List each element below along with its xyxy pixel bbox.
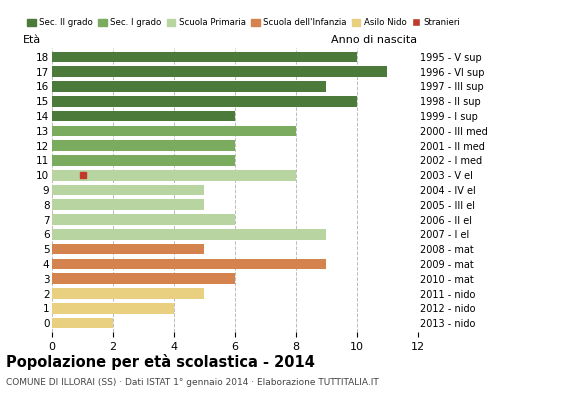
Text: Popolazione per età scolastica - 2014: Popolazione per età scolastica - 2014 [6,354,315,370]
Bar [52,318,113,328]
Bar [52,288,204,299]
Bar [52,200,204,210]
Text: Età: Età [23,35,41,45]
Bar [52,81,326,92]
Bar [52,170,296,180]
Bar [52,244,204,254]
Bar [52,52,357,62]
Bar [52,274,235,284]
Bar [52,66,387,77]
Bar [52,140,235,151]
Bar [52,111,235,121]
Legend: Sec. II grado, Sec. I grado, Scuola Primaria, Scuola dell'Infanzia, Asilo Nido, : Sec. II grado, Sec. I grado, Scuola Prim… [27,18,461,27]
Bar [52,303,174,314]
Bar [52,126,296,136]
Bar [52,229,326,240]
Bar [52,259,326,269]
Bar [52,185,204,195]
Bar [52,96,357,106]
Text: COMUNE DI ILLORAI (SS) · Dati ISTAT 1° gennaio 2014 · Elaborazione TUTTITALIA.IT: COMUNE DI ILLORAI (SS) · Dati ISTAT 1° g… [6,378,379,387]
Text: Anno di nascita: Anno di nascita [332,35,418,45]
Bar [52,214,235,225]
Bar [52,155,235,166]
